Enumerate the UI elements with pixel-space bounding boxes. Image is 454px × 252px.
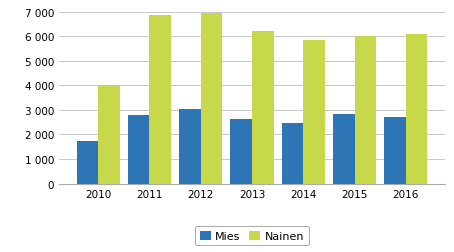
Bar	[384, 117, 406, 184]
Bar	[231, 119, 252, 184]
Bar	[252, 32, 273, 184]
Bar	[149, 16, 171, 184]
Bar	[355, 37, 376, 184]
Bar	[282, 124, 303, 184]
Bar	[201, 14, 222, 184]
Bar	[303, 41, 325, 184]
Bar	[179, 109, 201, 184]
Bar	[406, 35, 427, 184]
Legend: Mies, Nainen: Mies, Nainen	[195, 226, 309, 245]
Bar	[333, 115, 355, 184]
Bar	[77, 141, 98, 184]
Bar	[98, 86, 120, 184]
Bar	[128, 115, 149, 184]
